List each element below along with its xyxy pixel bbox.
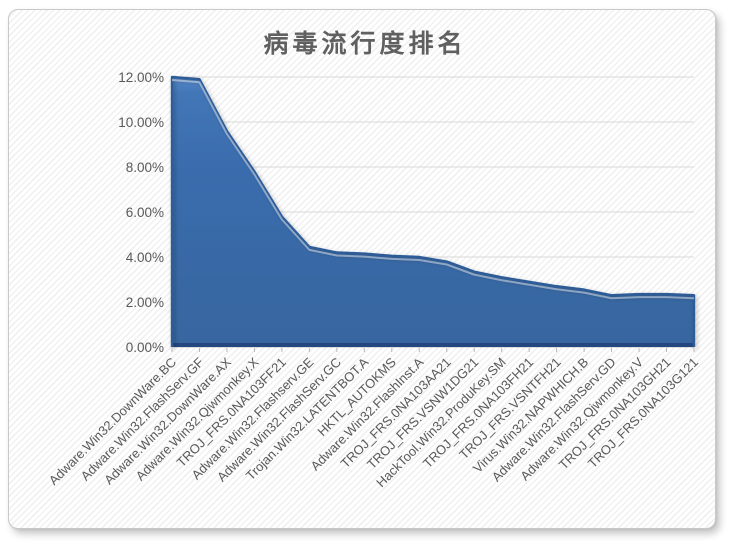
area-series: [172, 77, 694, 347]
y-tick-label: 2.00%: [126, 295, 164, 310]
y-tick-label: 8.00%: [126, 160, 164, 175]
y-tick-label: 0.00%: [126, 340, 164, 355]
chart-title: 病毒流行度排名: [263, 29, 467, 58]
y-tick-label: 10.00%: [118, 115, 164, 130]
area-bevel-highlight: [171, 79, 695, 300]
area-bottom-shade: [172, 343, 694, 347]
area-outline: [170, 75, 696, 347]
y-tick-label: 6.00%: [126, 205, 164, 220]
y-tick-label: 12.00%: [118, 70, 164, 85]
y-tick-label: 4.00%: [126, 250, 164, 265]
